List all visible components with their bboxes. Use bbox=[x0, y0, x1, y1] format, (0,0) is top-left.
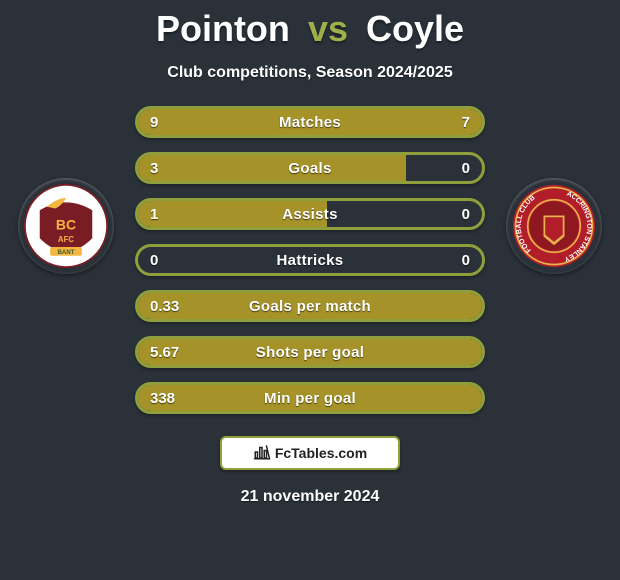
stat-label: Assists bbox=[138, 206, 482, 223]
brand-text: FcTables.com bbox=[275, 445, 367, 461]
stat-label: Min per goal bbox=[138, 390, 482, 407]
player2-name: Coyle bbox=[366, 8, 464, 49]
date-label: 21 november 2024 bbox=[0, 488, 620, 506]
stat-label: Goals bbox=[138, 160, 482, 177]
stat-label: Matches bbox=[138, 114, 482, 131]
crest-left: BC AFC BANT bbox=[16, 164, 116, 274]
crest-right: ACCRINGTON STANLEY FOOTBALL CLUB bbox=[504, 164, 604, 274]
badge-left: BC AFC BANT bbox=[18, 178, 114, 274]
stat-bar: 338Min per goal bbox=[135, 382, 485, 414]
player1-name: Pointon bbox=[156, 8, 290, 49]
stat-label: Shots per goal bbox=[138, 344, 482, 361]
page-title: Pointon vs Coyle bbox=[0, 0, 620, 50]
stat-bar: 97Matches bbox=[135, 106, 485, 138]
chart-icon bbox=[253, 443, 271, 464]
stat-bars: 97Matches 30Goals 10Assists 00Hattricks 0.33… bbox=[135, 106, 485, 414]
stat-label: Hattricks bbox=[138, 252, 482, 269]
svg-text:BANT: BANT bbox=[58, 249, 75, 256]
badge-right: ACCRINGTON STANLEY FOOTBALL CLUB bbox=[506, 178, 602, 274]
stat-label: Goals per match bbox=[138, 298, 482, 315]
stat-bar: 0.33Goals per match bbox=[135, 290, 485, 322]
stat-bar: 30Goals bbox=[135, 152, 485, 184]
stat-bar: 00Hattricks bbox=[135, 244, 485, 276]
stat-bar: 10Assists bbox=[135, 198, 485, 230]
subtitle: Club competitions, Season 2024/2025 bbox=[0, 64, 620, 82]
stat-bar: 5.67Shots per goal bbox=[135, 336, 485, 368]
comparison-arena: BC AFC BANT ACCRINGTON STANLEY FOOTBALL … bbox=[0, 106, 620, 506]
svg-text:AFC: AFC bbox=[58, 235, 74, 244]
brand-badge: FcTables.com bbox=[220, 436, 400, 470]
svg-text:BC: BC bbox=[56, 217, 76, 233]
vs-label: vs bbox=[308, 8, 348, 49]
